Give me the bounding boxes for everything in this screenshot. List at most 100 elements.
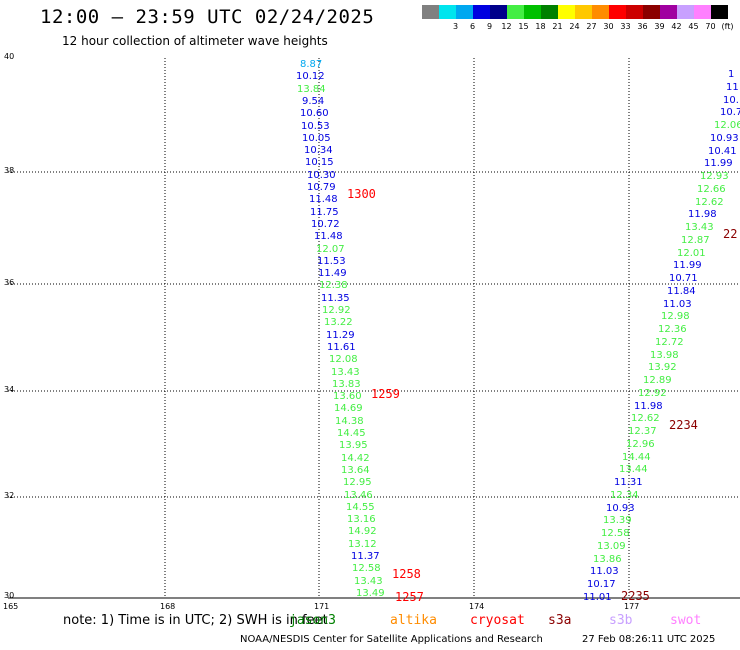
wave-height-value: 13.09 xyxy=(597,540,626,552)
scale-label: 27 xyxy=(586,22,597,31)
wave-height-value: 13.60 xyxy=(333,391,362,403)
wave-height-value: 13.98 xyxy=(650,349,679,361)
page-title: 12:00 – 23:59 UTC 02/24/2025 xyxy=(40,6,375,28)
scale-swatch xyxy=(660,5,677,19)
wave-height-value: 14.44 xyxy=(622,451,651,463)
wave-height-value: 13.83 xyxy=(332,378,361,390)
longitude-label: 177 xyxy=(624,602,640,611)
wave-height-value: 10.93 xyxy=(606,502,635,514)
wave-height-value: 11.29 xyxy=(326,329,355,341)
wave-height-value: 10.41 xyxy=(708,145,737,157)
wave-height-value: 11.61 xyxy=(327,341,356,353)
pass-time-label: 1257 xyxy=(395,590,424,604)
wave-height-value: 12.58 xyxy=(601,528,630,539)
latitude-label: 38 xyxy=(4,166,15,175)
wave-height-value: 10.60 xyxy=(300,108,329,120)
wave-height-value: 12.93 xyxy=(700,171,729,182)
wave-height-value: 13.44 xyxy=(619,464,648,476)
scale-label: 18 xyxy=(535,22,546,31)
wave-height-value: 13.64 xyxy=(341,464,370,476)
wave-height-value: 12.37 xyxy=(628,426,657,437)
wave-height-value: 12.62 xyxy=(631,413,660,425)
wave-height-value: 14.42 xyxy=(341,452,370,464)
wave-height-value: 11.84 xyxy=(667,285,696,297)
wave-height-value: 10.34 xyxy=(304,145,333,157)
wave-height-value: 11.48 xyxy=(314,231,343,243)
wave-height-value: 11.03 xyxy=(590,566,619,578)
wave-height-value: 12.72 xyxy=(655,336,684,348)
wave-height-value: 12.92 xyxy=(638,387,667,399)
wave-height-value: 10.15 xyxy=(305,157,334,169)
wave-height-value: 12.87 xyxy=(681,234,710,246)
wave-height-value: 13.92 xyxy=(648,362,677,374)
scale-swatch xyxy=(490,5,507,19)
wave-height-value: 11.03 xyxy=(663,298,692,310)
wave-height-value: 13.16 xyxy=(347,514,376,526)
scale-label: 30 xyxy=(603,22,614,31)
legend-s3b: s3b xyxy=(609,613,633,628)
scale-label: 70 xyxy=(705,22,716,31)
wave-height-value: 12.38 xyxy=(319,280,348,292)
scale-label: 33 xyxy=(620,22,631,31)
scale-label: 24 xyxy=(569,22,580,31)
scale-swatch xyxy=(575,5,592,19)
wave-height-value: 12.07 xyxy=(316,243,345,255)
wave-height-value: 10.71 xyxy=(669,273,698,284)
wave-height-value: 12.89 xyxy=(643,375,672,386)
scale-swatch xyxy=(422,5,439,19)
scale-swatch xyxy=(558,5,575,19)
wave-height-value: 12.08 xyxy=(329,354,358,366)
wave-height-value: 12.01 xyxy=(677,247,706,259)
scale-swatch xyxy=(677,5,694,19)
scale-label: 21 xyxy=(552,22,563,31)
wave-height-value: 11.98 xyxy=(688,209,717,221)
scale-label: 39 xyxy=(654,22,665,31)
wave-height-value: 12.66 xyxy=(697,183,726,195)
wave-height-value: 11.99 xyxy=(673,260,702,272)
scale-swatch xyxy=(456,5,473,19)
page-subtitle: 12 hour collection of altimeter wave hei… xyxy=(62,34,328,48)
scale-swatch xyxy=(643,5,660,19)
color-scale: 3 6 9 12 15 18 21 24 27 30 33 36 39 42 45 70 (ft) xyxy=(422,5,734,35)
longitude-label: 168 xyxy=(160,602,176,611)
wave-height-value: 13.22 xyxy=(324,317,353,329)
scale-label: 9 xyxy=(486,22,493,31)
wave-height-value: 1 xyxy=(728,69,735,80)
wave-height-value: 13.49 xyxy=(356,587,385,599)
scale-swatch xyxy=(439,5,456,19)
scale-label: 12 xyxy=(501,22,512,31)
scale-swatch xyxy=(592,5,609,19)
scale-label: 45 xyxy=(688,22,699,31)
wave-height-value: 10.53 xyxy=(301,120,330,132)
scale-swatch xyxy=(507,5,524,19)
pass-time-label: 2235 xyxy=(621,589,650,603)
wave-height-value: 13.43 xyxy=(354,575,383,587)
wave-height-value: 11.99 xyxy=(704,158,733,170)
latitude-label: 40 xyxy=(4,52,15,61)
scale-label: 42 xyxy=(671,22,682,31)
wave-height-value: 11.75 xyxy=(310,206,339,218)
wave-height-value: 10.30 xyxy=(307,169,336,181)
wave-height-value: 10.7 xyxy=(720,107,740,119)
wave-height-value: 10.05 xyxy=(302,132,331,144)
wave-height-value: 11.35 xyxy=(321,292,350,304)
wave-height-value: 10.93 xyxy=(710,132,739,144)
wave-height-value: 13.43 xyxy=(685,222,714,233)
pass-time-label: 1258 xyxy=(392,567,421,581)
scale-swatch xyxy=(626,5,643,19)
latitude-label: 32 xyxy=(4,491,15,500)
latitude-label: 34 xyxy=(4,385,15,394)
scale-swatch xyxy=(473,5,490,19)
wave-height-value: 13.84 xyxy=(297,83,326,95)
scale-label: 3 xyxy=(452,22,459,31)
wave-height-value: 10.79 xyxy=(307,182,336,193)
latitude-label: 30 xyxy=(4,591,15,600)
footer-credit: NOAA/NESDIS Center for Satellite Applica… xyxy=(240,634,543,645)
wave-height-value: 10. xyxy=(723,94,739,106)
wave-height-value: 13.46 xyxy=(344,489,373,501)
wave-height-value: 11.53 xyxy=(317,255,346,267)
wave-height-value: 12.92 xyxy=(322,305,351,316)
wave-height-value: 13.12 xyxy=(348,538,377,550)
